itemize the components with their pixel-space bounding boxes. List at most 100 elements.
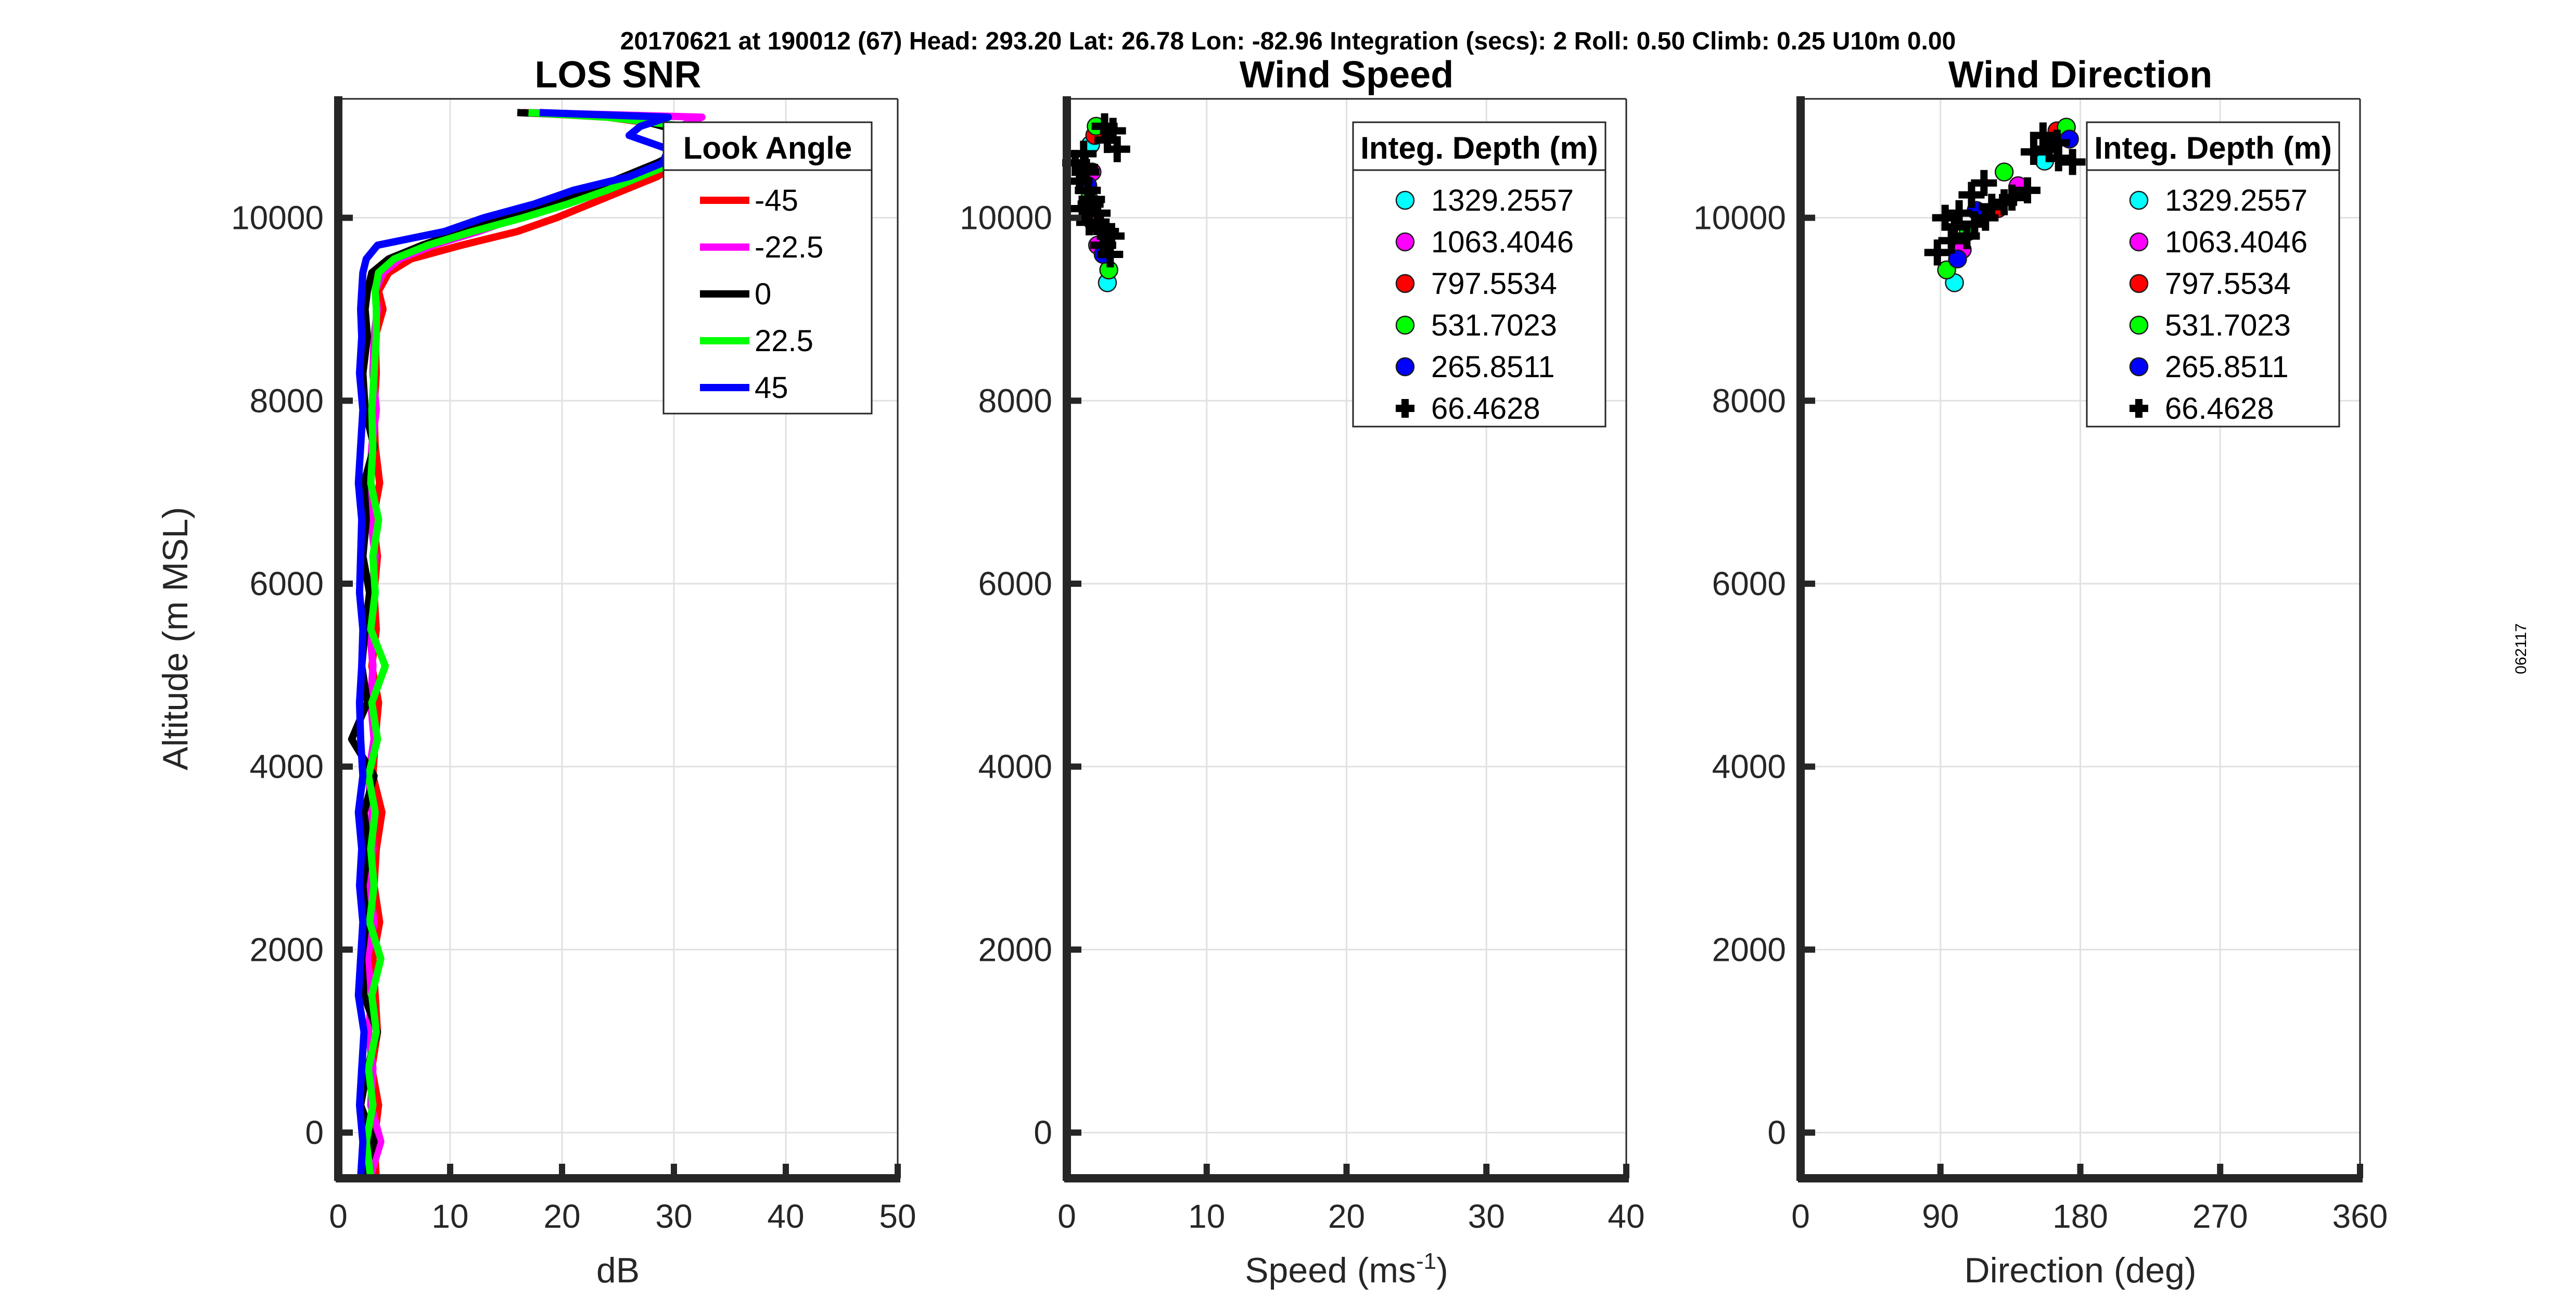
flight-info-text: 20170621 at 190012 (67) Head: 293.20 Lat… — [620, 28, 1956, 55]
p0-ylabel: Altitude (m MSL) — [156, 507, 195, 770]
p2-legend-label-265-8511: 265.8511 — [2165, 350, 2289, 384]
p2-ytick-label-10000: 10000 — [1693, 199, 1786, 237]
series-line-0 — [348, 109, 706, 1180]
p1-legend-box — [1352, 121, 1606, 428]
p2-legend-swatch-1063-4046 — [2129, 232, 2149, 252]
p2-legend-title: Integ. Depth (m) — [2094, 131, 2332, 165]
p2-ytick-label-0: 0 — [1767, 1114, 1786, 1151]
p1-xtick-label-30: 30 — [1468, 1198, 1505, 1235]
wind-speed-panel: 0 10 20 30 40 0 2000 4000 6000 8000 10000 Wind Spee… — [960, 54, 1645, 1290]
p1-legend-label-66-4628: 66.4628 — [1431, 392, 1540, 426]
p1-legend-swatch-265-8511 — [1395, 357, 1415, 377]
p1-ytick-label-8000: 8000 — [978, 382, 1052, 419]
p1-data — [1062, 113, 1130, 292]
p1-legend-swatch-531-7023 — [1395, 315, 1415, 335]
p1-legend-swatch-797-5534 — [1395, 274, 1415, 293]
series-line-45 — [354, 109, 672, 1179]
p1-xlabel: Speed (ms-1) — [1245, 1249, 1448, 1290]
p1-ytick-label-6000: 6000 — [978, 565, 1052, 602]
p2-ytick-label-2000: 2000 — [1712, 931, 1786, 968]
p0-ytick-label-10000: 10000 — [231, 199, 324, 237]
point-66-4628-9 — [2014, 177, 2041, 203]
point-66-4628-10 — [1946, 200, 1972, 226]
p0-legend-title: Look Angle — [683, 131, 852, 165]
p1-legend: Integ. Depth (m) 1329.2557 1063.4046 797.55… — [1352, 121, 1606, 428]
p0-ytick-label-8000: 8000 — [250, 382, 324, 419]
p1-ytick-label-4000: 4000 — [978, 748, 1052, 786]
p1-xtick-label-0: 0 — [1057, 1198, 1076, 1235]
p2-legend-swatch-1329-2557 — [2129, 190, 2149, 210]
flight-info-header: 20170621 at 190012 (67) Head: 293.20 Lat… — [0, 27, 2576, 56]
point-66-4628-18 — [2044, 130, 2070, 156]
p2-xtick-label-90: 90 — [1922, 1198, 1959, 1235]
p0-legend-label-45: -45 — [755, 184, 798, 217]
p0-ytick-label-6000: 6000 — [250, 565, 324, 602]
point-66-4628-12 — [1958, 182, 1985, 208]
point-531-7023-2 — [1994, 162, 2014, 182]
p2-legend-swatch-265-8511 — [2129, 357, 2149, 377]
p2-legend-label-531-7023: 531.7023 — [2165, 308, 2291, 342]
p1-legend-label-265-8511: 265.8511 — [1431, 350, 1555, 384]
p0-legend-label-0: 0 — [755, 277, 771, 311]
point-66-4628-16 — [1091, 113, 1118, 139]
p2-ytick-label-8000: 8000 — [1712, 382, 1786, 419]
p1-xtick-label-10: 10 — [1188, 1198, 1225, 1235]
p2-legend-swatch-531-7023 — [2129, 315, 2149, 335]
p2-xlabel: Direction (deg) — [1965, 1251, 2197, 1290]
p0-legend-label-22-5: 22.5 — [755, 324, 813, 358]
p1-xtick-label-40: 40 — [1608, 1198, 1644, 1235]
p0-legend-label-22-5: -22.5 — [755, 230, 823, 264]
p0-xtick-label-50: 50 — [879, 1198, 916, 1235]
p0-xtick-label-40: 40 — [767, 1198, 804, 1235]
p2-legend-label-1063-4046: 1063.4046 — [2165, 225, 2307, 259]
point-66-4628-8 — [1999, 184, 2025, 211]
p2-legend-label-1329-2557: 1329.2557 — [2165, 184, 2307, 217]
point-66-4628-19 — [1941, 214, 1968, 240]
p0-data — [348, 109, 734, 1180]
p2-xtick-label-0: 0 — [1791, 1198, 1810, 1235]
point-66-4628-18 — [1093, 218, 1119, 245]
p2-ytick-label-4000: 4000 — [1712, 748, 1786, 786]
p2-legend-swatch-797-5534 — [2129, 274, 2149, 293]
p0-xtick-label-0: 0 — [329, 1198, 348, 1235]
p1-xlabel-sup: -1 — [1416, 1249, 1436, 1274]
p1-xtick-label-20: 20 — [1328, 1198, 1365, 1235]
p0-legend: Look Angle -45 -22.5 0 22.5 45 — [662, 121, 873, 415]
p1-ytick-label-10000: 10000 — [960, 199, 1052, 237]
p0-ytick-label-2000: 2000 — [250, 931, 324, 968]
point-66-4628-0 — [1924, 239, 1950, 266]
p1-legend-swatch-1329-2557 — [1395, 190, 1415, 210]
los-snr-panel: 0 10 20 30 40 50 0 2000 4000 6000 8000 10000 LOS SNR… — [156, 54, 916, 1290]
p2-xtick-label-360: 360 — [2332, 1198, 2388, 1235]
p1-legend-swatch-1063-4046 — [1395, 232, 1415, 252]
point-66-4628-17 — [2059, 149, 2086, 175]
p1-title: Wind Speed — [1240, 54, 1453, 96]
p0-title: LOS SNR — [534, 54, 701, 96]
p2-title: Wind Direction — [1948, 54, 2212, 96]
p2-xtick-label-270: 270 — [2192, 1198, 2248, 1235]
p1-legend-label-1329-2557: 1329.2557 — [1431, 184, 1574, 217]
p0-legend-label-45: 45 — [755, 371, 788, 405]
p2-xtick-label-180: 180 — [2052, 1198, 2108, 1235]
p2-ytick-label-6000: 6000 — [1712, 565, 1786, 602]
point-265-8511-0 — [1948, 249, 1967, 268]
p1-legend-label-797-5534: 797.5534 — [1431, 267, 1557, 301]
p2-legend: Integ. Depth (m) 1329.2557 1063.4046 797.55… — [2086, 121, 2340, 428]
point-66-4628-15 — [2030, 122, 2056, 149]
p1-legend-label-531-7023: 531.7023 — [1431, 308, 1557, 342]
point-66-4628-11 — [1971, 170, 1997, 196]
p1-ytick-label-0: 0 — [1034, 1114, 1052, 1151]
p0-xtick-label-30: 30 — [655, 1198, 692, 1235]
p2-legend-label-797-5534: 797.5534 — [2165, 267, 2291, 301]
p0-ytick-label-0: 0 — [305, 1114, 324, 1151]
point-66-4628-19 — [1072, 154, 1098, 181]
p1-xlabel-main: Speed (ms — [1245, 1251, 1416, 1290]
p0-legend-box — [662, 121, 873, 415]
point-66-4628-17 — [1077, 191, 1104, 217]
p2-legend-label-66-4628: 66.4628 — [2165, 392, 2274, 426]
p1-legend-title: Integ. Depth (m) — [1360, 131, 1598, 165]
series-line-22-5 — [362, 109, 734, 1179]
p2-legend-box — [2086, 121, 2340, 428]
p1-xlabel-tail: ) — [1436, 1251, 1448, 1290]
